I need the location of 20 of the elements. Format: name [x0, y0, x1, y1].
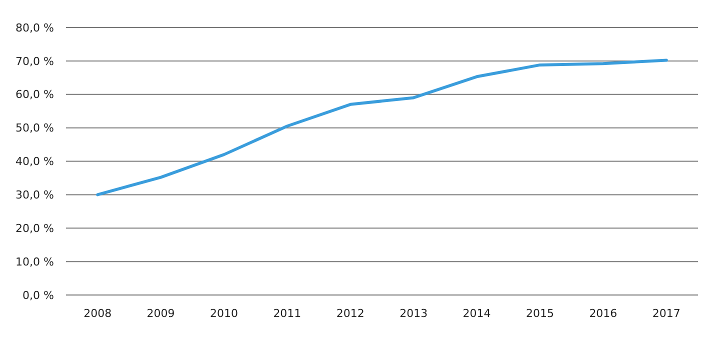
y-tick-label: 30,0 %	[16, 188, 54, 202]
x-tick-label: 2011	[273, 307, 302, 320]
x-tick-label: 2009	[146, 307, 175, 320]
y-tick-label: 70,0 %	[16, 54, 54, 68]
y-tick-label: 40,0 %	[16, 155, 54, 168]
y-tick-label: 80,0 %	[16, 21, 54, 34]
y-tick-label: 10,0 %	[16, 255, 54, 268]
x-tick-label: 2012	[336, 307, 364, 320]
y-tick-label: 20,0 %	[16, 222, 54, 235]
x-tick-label: 2014	[462, 307, 491, 320]
y-tick-label: 0,0 %	[22, 288, 54, 302]
y-tick-label: 50,0 %	[16, 122, 54, 135]
x-tick-label: 2015	[526, 307, 554, 320]
x-tick-label: 2016	[589, 307, 618, 320]
y-tick-label: 60,0 %	[16, 88, 54, 102]
line-series	[96, 58, 668, 196]
x-tick-label: 2013	[400, 307, 428, 320]
x-tick-label: 2017	[652, 307, 680, 320]
x-tick-label: 2008	[84, 307, 112, 320]
x-tick-label: 2010	[210, 307, 238, 320]
